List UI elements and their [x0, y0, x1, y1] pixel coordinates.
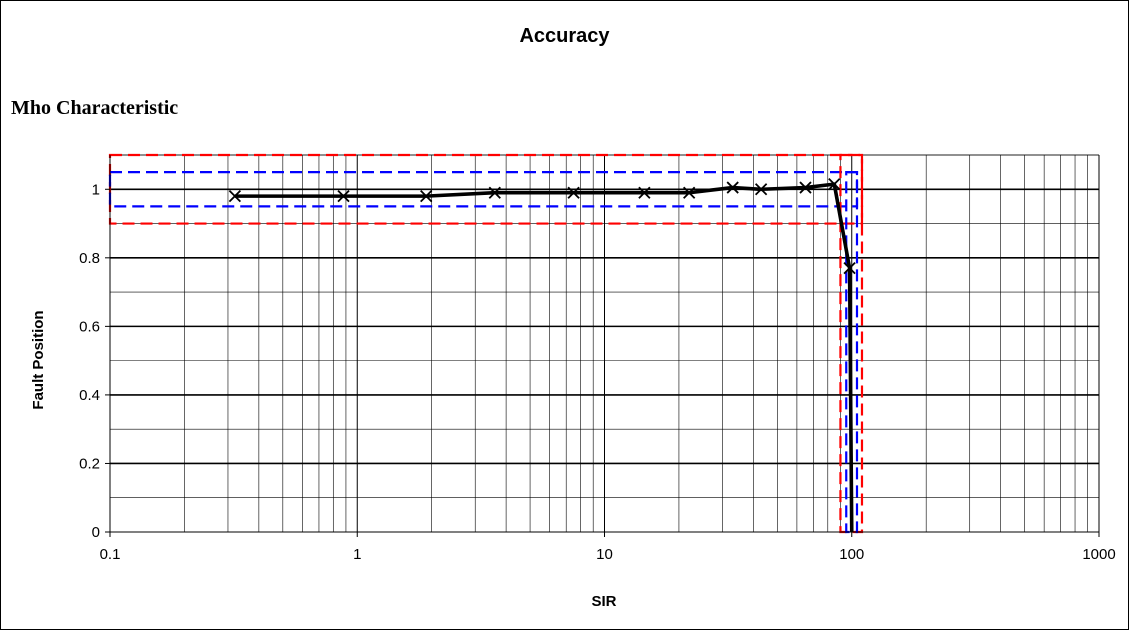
y-tick-label: 0: [92, 524, 100, 541]
data-point: [420, 189, 433, 203]
tolerance-box: [839, 153, 864, 534]
data-point: [683, 186, 696, 199]
chart-subtitle: Mho Characteristic: [11, 97, 179, 119]
data-point-marker: [828, 177, 841, 191]
data-point: [799, 181, 812, 194]
data-point-marker: [488, 186, 501, 199]
tolerance-box: [845, 171, 859, 534]
x-axis-label: SIR: [591, 593, 616, 610]
data-point: [638, 186, 651, 199]
y-axis-label: Fault Position: [30, 310, 47, 409]
data-point: [843, 261, 856, 275]
series-layer: [228, 177, 856, 533]
data-point-marker: [638, 186, 651, 199]
tolerance-boxes: [108, 153, 864, 534]
y-tick-label: 0.4: [79, 387, 100, 404]
y-tick-label: 0.2: [79, 455, 100, 472]
x-tick-label: 100: [839, 546, 864, 563]
data-point-marker: [843, 261, 856, 275]
data-point-marker: [726, 181, 739, 194]
data-point-marker: [567, 186, 580, 199]
data-point: [726, 181, 739, 194]
x-tick-label: 1000: [1082, 546, 1115, 563]
data-point-marker: [683, 186, 696, 199]
y-tick-label: 0.8: [79, 250, 100, 267]
data-point-marker: [337, 189, 350, 203]
data-point: [488, 186, 501, 199]
data-point: [228, 189, 242, 203]
y-tick-label: 1: [92, 181, 100, 198]
axis-layer: 0 0.2 0.4 0.6 0.8 1 0.1 1 10 100 1000: [79, 155, 1116, 563]
data-point-marker: [420, 189, 433, 203]
y-tick-label: 0.6: [79, 318, 100, 335]
data-point: [754, 183, 768, 196]
x-tick-label: 10: [596, 546, 613, 563]
chart-title: Accuracy: [519, 25, 610, 47]
data-point-marker: [799, 181, 812, 194]
series-line: [234, 182, 854, 533]
data-point: [567, 186, 580, 199]
data-point-marker: [754, 183, 768, 196]
data-point-marker: [228, 189, 242, 203]
data-point: [337, 189, 350, 203]
grid-layer: [109, 154, 1100, 532]
x-tick-label: 1: [353, 546, 361, 563]
x-tick-label: 0.1: [100, 546, 121, 563]
data-point: [828, 177, 841, 191]
